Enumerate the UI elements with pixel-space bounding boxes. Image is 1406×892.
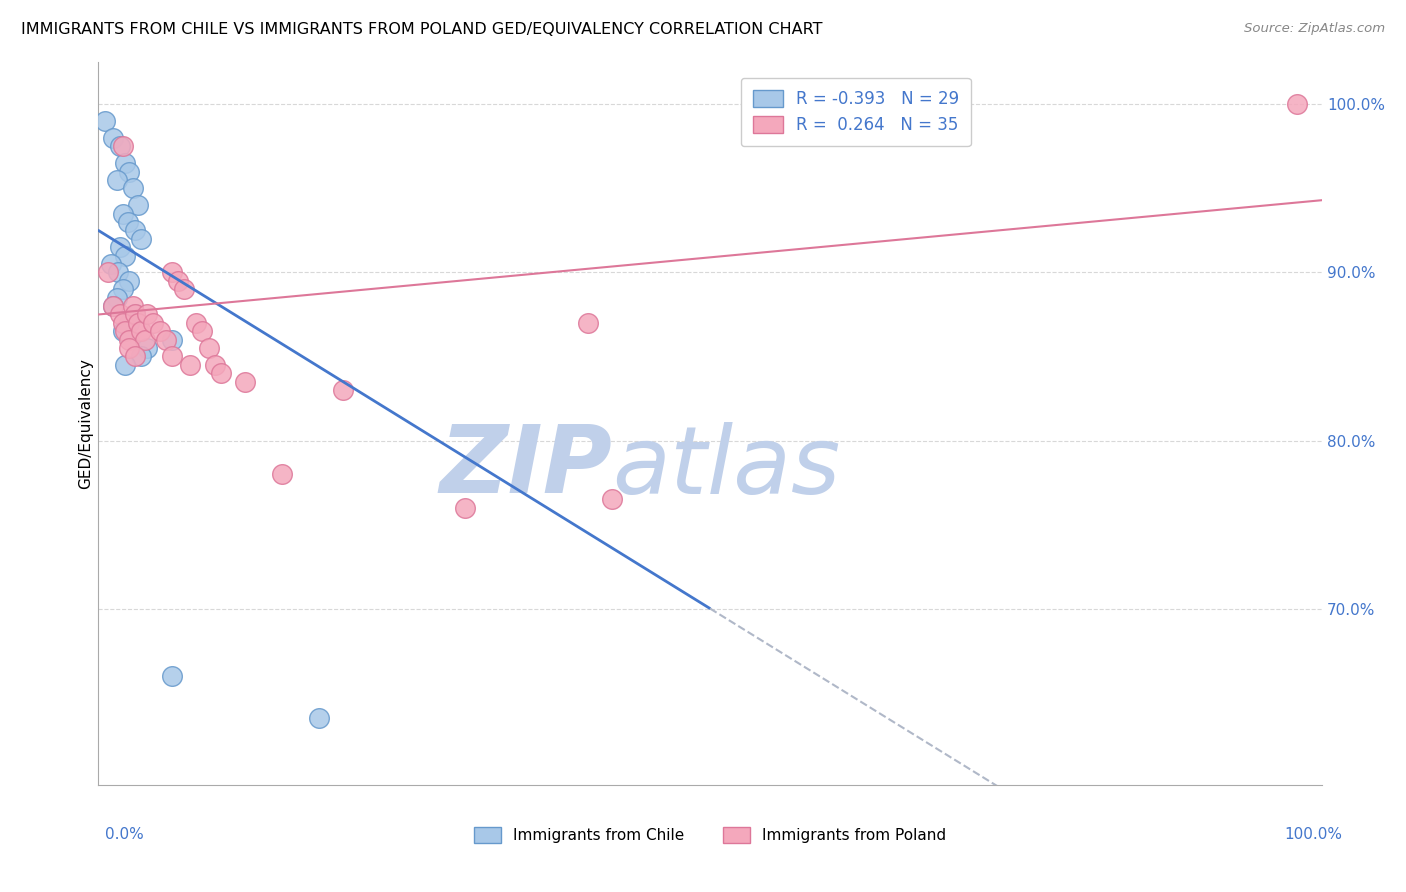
Point (124, 350, 146, 364)
Point (136, 308, 159, 322)
Point (136, 341, 159, 355)
Point (124, 308, 146, 322)
Point (167, 274, 190, 288)
Point (270, 467, 294, 482)
Point (160, 333, 183, 347)
Point (97, 265, 120, 279)
Point (114, 249, 136, 263)
Point (111, 282, 134, 296)
Point (101, 299, 124, 313)
Point (124, 308, 146, 322)
Point (204, 358, 226, 372)
Point (127, 316, 149, 330)
Point (110, 240, 132, 254)
Point (129, 232, 152, 246)
Text: IMMIGRANTS FROM CHILE VS IMMIGRANTS FROM POLAND GED/EQUIVALENCY CORRELATION CHAR: IMMIGRANTS FROM CHILE VS IMMIGRANTS FROM… (21, 22, 823, 37)
Text: ZIP: ZIP (439, 421, 612, 513)
Y-axis label: GED/Equivalency: GED/Equivalency (77, 359, 93, 489)
Point (197, 341, 219, 355)
Point (129, 350, 152, 364)
Point (160, 265, 183, 279)
Point (118, 316, 141, 330)
Text: Source: ZipAtlas.com: Source: ZipAtlas.com (1244, 22, 1385, 36)
Point (600, 492, 623, 507)
Point (111, 316, 134, 330)
Point (121, 299, 143, 313)
Point (191, 324, 214, 338)
Point (114, 156, 136, 170)
Point (101, 299, 124, 313)
Point (118, 341, 141, 355)
Point (129, 324, 152, 338)
Point (105, 291, 128, 305)
Point (142, 316, 165, 330)
Point (149, 324, 172, 338)
Point (308, 711, 330, 725)
Point (101, 131, 124, 145)
Point (121, 181, 143, 195)
Point (233, 375, 256, 389)
Point (105, 173, 128, 187)
Point (209, 366, 232, 380)
Point (118, 164, 141, 178)
Point (118, 274, 141, 288)
Legend: Immigrants from Chile, Immigrants from Poland: Immigrants from Chile, Immigrants from P… (467, 822, 953, 849)
Point (160, 350, 183, 364)
Point (118, 333, 141, 347)
Point (124, 223, 146, 237)
Point (114, 324, 136, 338)
Point (107, 265, 129, 279)
Point (117, 215, 139, 229)
Point (114, 358, 136, 372)
Point (179, 358, 201, 372)
Point (93, 114, 115, 128)
Point (454, 500, 477, 515)
Text: atlas: atlas (612, 422, 841, 513)
Point (155, 333, 177, 347)
Point (332, 383, 354, 397)
Point (110, 139, 132, 153)
Point (1286, 97, 1309, 112)
Point (111, 139, 134, 153)
Point (173, 282, 195, 296)
Point (110, 308, 132, 322)
Point (111, 207, 134, 221)
Text: 0.0%: 0.0% (105, 827, 145, 841)
Text: 100.0%: 100.0% (1285, 827, 1343, 841)
Point (160, 669, 183, 683)
Point (111, 324, 134, 338)
Point (186, 316, 208, 330)
Point (100, 257, 122, 271)
Point (576, 316, 599, 330)
Point (134, 333, 156, 347)
Point (127, 198, 149, 212)
